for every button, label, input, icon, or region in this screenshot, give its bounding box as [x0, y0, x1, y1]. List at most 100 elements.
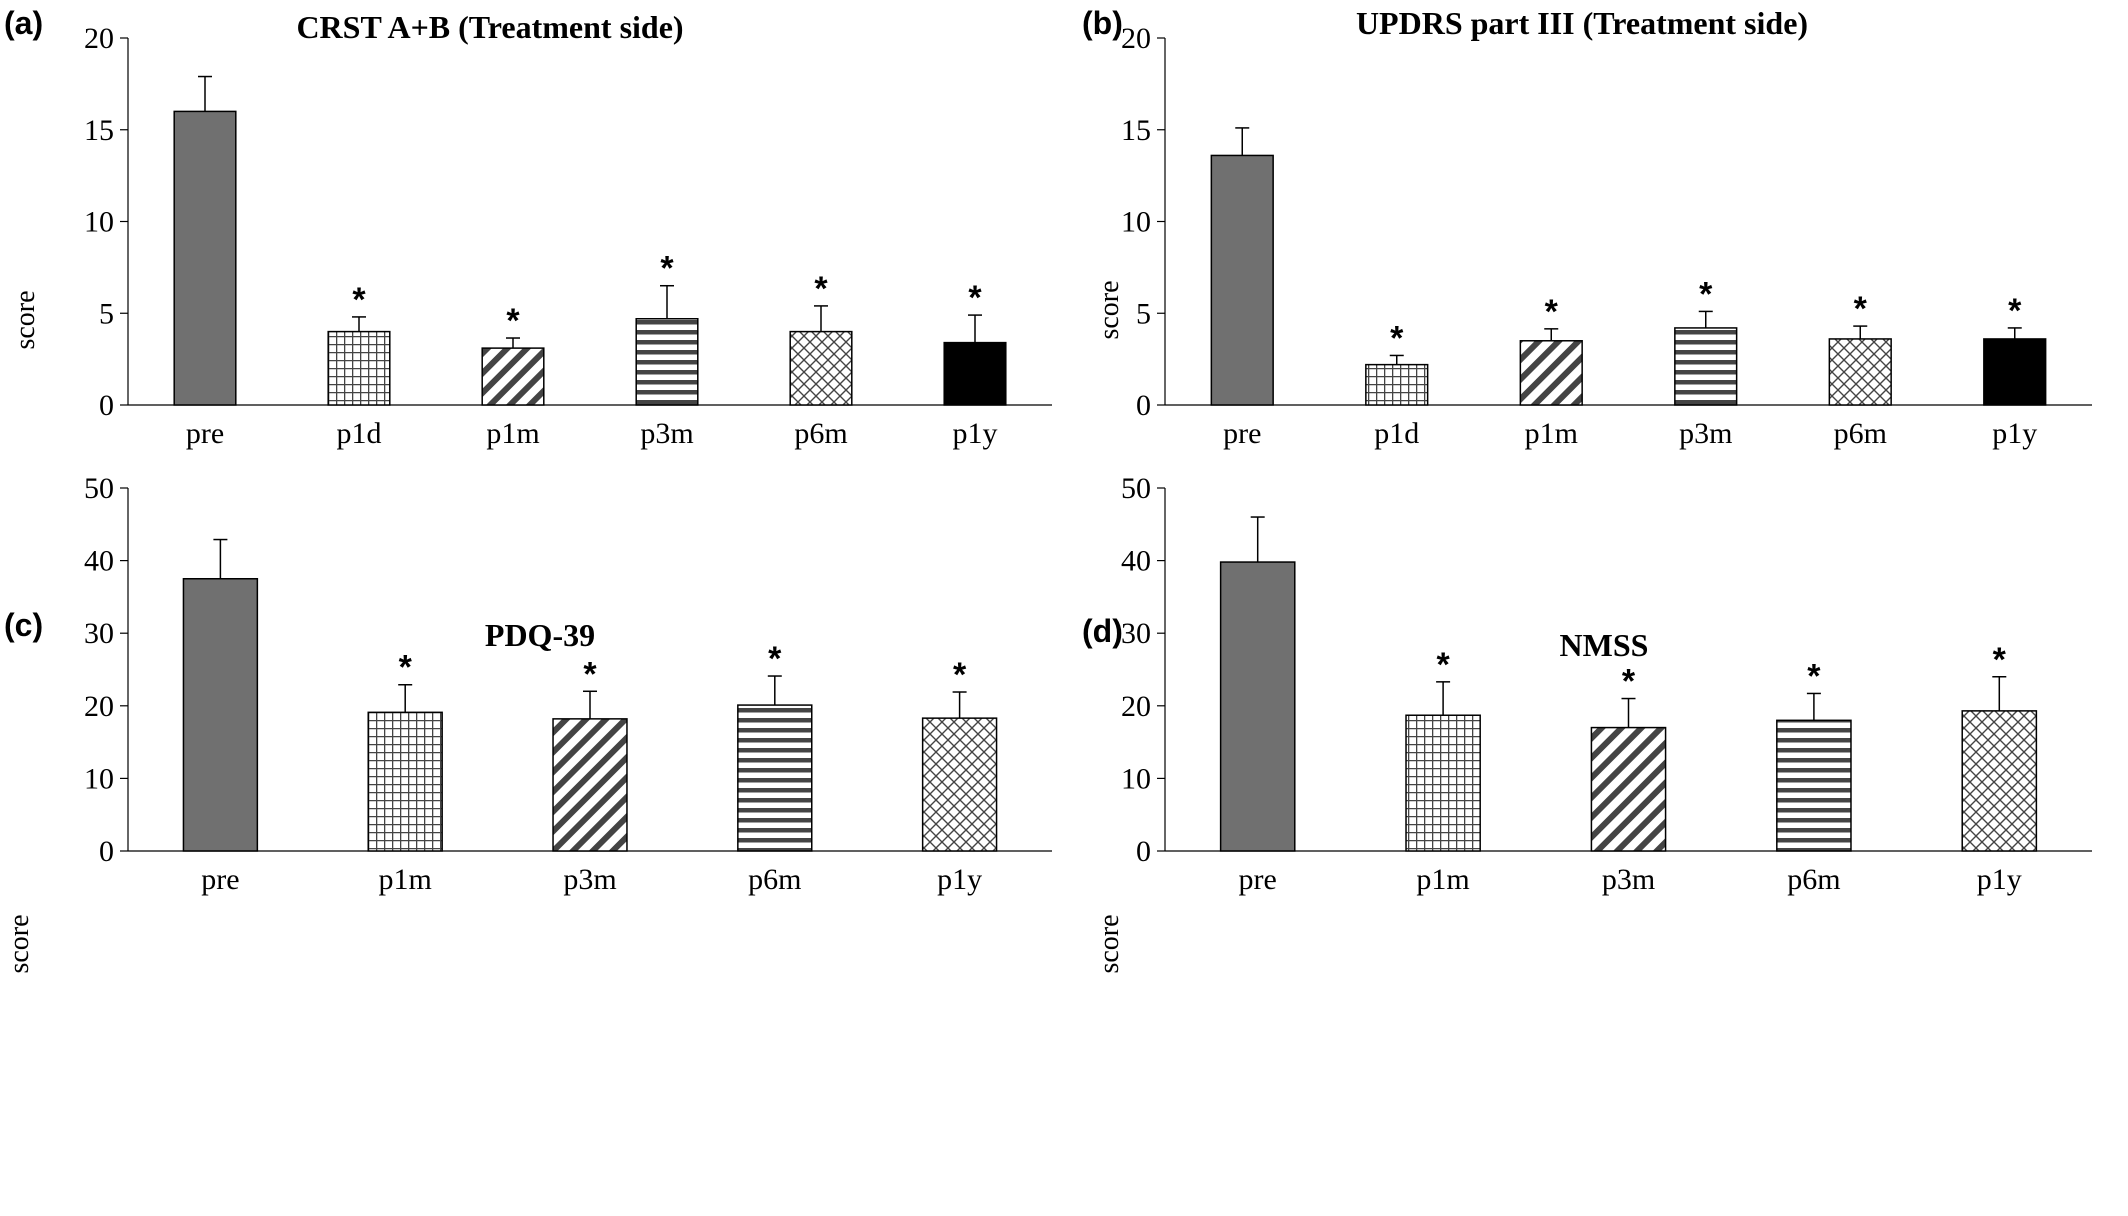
x-tick-label: pre	[1223, 417, 1261, 450]
x-tick-label: p1d	[1374, 417, 1419, 450]
significance-star: *	[1993, 641, 2007, 679]
x-tick-label: p1m	[1525, 417, 1578, 450]
bar-p1y	[1961, 710, 2038, 852]
bar-pre	[1219, 561, 1296, 852]
bar-p1d	[1365, 363, 1429, 406]
y-axis-label: score	[1094, 914, 1125, 973]
x-tick-label: p6m	[748, 863, 801, 896]
bar-p1m	[1519, 340, 1583, 406]
panel-a: (a) CRST A+B (Treatment side) score 0 5 10…	[0, 0, 1064, 608]
significance-star: *	[953, 656, 967, 694]
panel-label: (b)	[1082, 5, 1123, 41]
x-tick-label: p1y	[953, 417, 998, 450]
y-tick-label: 10	[84, 762, 114, 795]
bar-p6m	[1776, 719, 1852, 852]
bar-p3m	[552, 718, 628, 852]
y-tick-label: 15	[84, 114, 114, 147]
y-tick-label: 30	[1121, 617, 1151, 650]
y-tick-label: 10	[84, 206, 114, 239]
bar-pre	[1210, 154, 1274, 406]
x-tick-label: p6m	[794, 417, 847, 450]
chart-title: UPDRS part III (Treatment side)	[1356, 5, 1808, 41]
bar-p3m	[1674, 327, 1738, 406]
significance-star: *	[1436, 646, 1450, 684]
y-tick-label: 10	[1121, 762, 1151, 795]
x-tick-label: p1y	[1977, 863, 2022, 896]
y-tick-label: 10	[1121, 206, 1151, 239]
bar-p6m	[789, 330, 853, 406]
chart-title: PDQ-39	[485, 617, 595, 653]
bar-p1y	[921, 717, 998, 852]
chart-d: (d) NMSS score 0 10 20 30 40 50 pre * p1m * p3m * p6…	[1082, 472, 2092, 974]
x-tick-label: p6m	[1787, 863, 1840, 896]
y-tick-label: 20	[84, 22, 114, 55]
y-tick-label: 40	[1121, 545, 1151, 578]
bar-p1y	[943, 341, 1007, 406]
bar-p3m	[1590, 726, 1667, 852]
bar-p1m	[367, 711, 443, 852]
y-tick-label: 5	[1136, 297, 1151, 330]
significance-star: *	[1854, 290, 1868, 328]
y-tick-label: 20	[1121, 690, 1151, 723]
x-tick-label: p1m	[486, 417, 539, 450]
bar-p1d	[327, 330, 391, 406]
y-tick-label: 50	[1121, 472, 1151, 505]
y-axis-label: score	[1094, 280, 1125, 339]
x-tick-label: pre	[1239, 863, 1277, 896]
x-tick-label: pre	[201, 863, 239, 896]
x-tick-label: p1y	[937, 863, 982, 896]
significance-star: *	[814, 270, 828, 308]
x-tick-label: p3m	[1679, 417, 1732, 450]
y-tick-label: 5	[99, 297, 114, 330]
bar-pre	[182, 578, 259, 852]
panel-label: (a)	[4, 5, 43, 41]
y-tick-label: 0	[99, 389, 114, 422]
significance-star: *	[352, 281, 366, 319]
significance-star: *	[1622, 663, 1636, 701]
x-tick-label: p3m	[563, 863, 616, 896]
significance-star: *	[506, 302, 520, 340]
significance-star: *	[1545, 293, 1559, 331]
chart-a: (a) CRST A+B (Treatment side) score 0 5 10…	[4, 5, 1052, 450]
significance-star: *	[399, 649, 413, 687]
significance-star: *	[1390, 319, 1404, 357]
panel-label: (d)	[1082, 613, 1123, 649]
y-axis-label: score	[10, 290, 41, 349]
x-tick-label: p6m	[1834, 417, 1887, 450]
panel-label: (c)	[4, 607, 43, 643]
panel-d: (d) NMSS score 0 10 20 30 40 50 pre * p1m * p3m * p6…	[1064, 472, 2128, 1216]
bar-p6m	[737, 704, 813, 852]
plot-area: 0 10 20 30 40 50 pre * p1m * p3m * p6m * p1y	[1121, 472, 2092, 896]
bar-p1m	[1405, 714, 1481, 852]
y-tick-label: 50	[84, 472, 114, 505]
significance-star: *	[1699, 275, 1713, 313]
y-tick-label: 15	[1121, 114, 1151, 147]
significance-star: *	[583, 655, 597, 693]
significance-star: *	[1807, 657, 1821, 695]
y-tick-label: 0	[1136, 389, 1151, 422]
chart-b: (b) UPDRS part III (Treatment side) scor…	[1082, 5, 2092, 450]
bar-p3m	[635, 318, 699, 406]
x-tick-label: p3m	[1602, 863, 1655, 896]
bar-p1m	[481, 347, 545, 406]
x-tick-label: p1d	[337, 417, 382, 450]
significance-star: *	[660, 250, 674, 288]
bar-pre	[173, 110, 237, 406]
significance-star: *	[768, 640, 782, 678]
significance-star: *	[968, 279, 982, 317]
bar-p6m	[1828, 338, 1892, 406]
y-tick-label: 20	[1121, 22, 1151, 55]
plot-area: 0 10 20 30 40 50 pre * p1m * p3m * p6m * p1y	[84, 472, 1052, 896]
y-tick-label: 0	[1136, 835, 1151, 868]
chart-title: CRST A+B (Treatment side)	[296, 9, 683, 45]
chart-c: (c) PDQ-39 score 0 10 20 30 40 50 pre * p1m * p3m *…	[4, 472, 1052, 974]
y-tick-label: 0	[99, 835, 114, 868]
x-tick-label: p3m	[640, 417, 693, 450]
panel-c: (c) PDQ-39 score 0 10 20 30 40 50 pre * p1m * p3m *…	[0, 472, 1064, 1216]
x-tick-label: p1y	[1992, 417, 2037, 450]
x-tick-label: p1m	[1416, 863, 1469, 896]
chart-title: NMSS	[1560, 627, 1649, 663]
y-tick-label: 20	[84, 690, 114, 723]
bar-p1y	[1983, 338, 2047, 406]
x-tick-label: pre	[186, 417, 224, 450]
